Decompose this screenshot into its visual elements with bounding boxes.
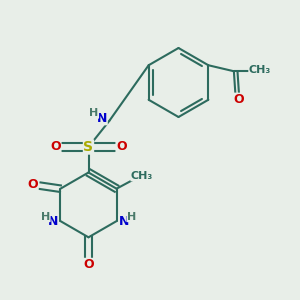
Text: N: N — [48, 214, 58, 228]
Text: N: N — [97, 112, 107, 125]
Text: H: H — [89, 108, 98, 118]
Text: S: S — [83, 140, 94, 154]
Text: H: H — [41, 212, 50, 222]
Text: CH₃: CH₃ — [249, 65, 271, 75]
Text: N: N — [119, 214, 129, 228]
Text: O: O — [50, 140, 61, 154]
Text: CH₃: CH₃ — [131, 171, 153, 181]
Text: O: O — [116, 140, 127, 154]
Text: O: O — [27, 178, 38, 191]
Text: H: H — [127, 212, 136, 222]
Text: O: O — [83, 258, 94, 272]
Text: O: O — [233, 93, 244, 106]
